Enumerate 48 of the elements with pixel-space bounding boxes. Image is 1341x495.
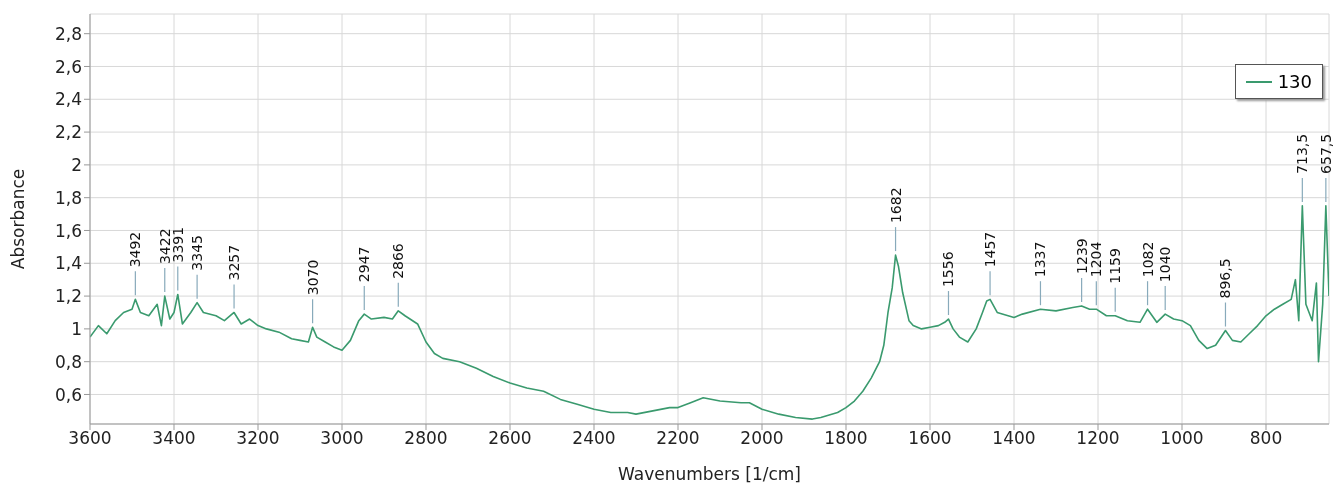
x-tick-label: 2200 <box>656 428 700 449</box>
annotation: 3492 <box>127 231 144 268</box>
annotation: 1204 <box>1088 241 1105 278</box>
annotation: 1159 <box>1107 248 1124 284</box>
annotation: 1337 <box>1032 241 1049 278</box>
y-tick-label: 2,6 <box>54 56 82 77</box>
x-tick-label: 1600 <box>908 428 952 449</box>
annotation: 3070 <box>304 259 321 296</box>
y-tick-label: 1 <box>71 318 82 339</box>
x-tick-label: 800 <box>1249 428 1283 449</box>
x-tick-label: 1400 <box>992 428 1036 449</box>
x-tick-label: 3200 <box>236 428 280 449</box>
y-tick-label: 1,4 <box>54 253 82 274</box>
annotation: 1457 <box>982 231 999 268</box>
x-tick-label: 2600 <box>488 428 532 449</box>
y-tick-label: 1,6 <box>54 220 82 241</box>
x-tick-label: 1800 <box>824 428 868 449</box>
y-tick-label: 0,6 <box>54 384 82 405</box>
annotation: 2866 <box>390 243 407 279</box>
x-tick-label: 2000 <box>740 428 784 449</box>
annotation: 1239 <box>1073 238 1090 274</box>
x-tick-label: 2400 <box>572 428 616 449</box>
annotation: 1040 <box>1157 246 1174 283</box>
annotation: 1556 <box>940 251 957 288</box>
y-axis-title: Absorbance <box>8 168 29 270</box>
x-tick-label: 1000 <box>1160 428 1204 449</box>
x-tick-label: 1200 <box>1076 428 1120 449</box>
annotation: 3345 <box>189 235 206 271</box>
annotation: 3257 <box>226 244 243 281</box>
annotation: 2947 <box>356 246 373 283</box>
annotation: 896,5 <box>1217 258 1234 299</box>
y-tick-label: 1,8 <box>54 187 82 208</box>
legend-label: 130 <box>1277 71 1312 92</box>
y-tick-label: 1,2 <box>54 286 82 307</box>
x-tick-label: 3000 <box>320 428 364 449</box>
annotation: 1082 <box>1139 241 1156 278</box>
y-tick-label: 0,8 <box>54 351 82 372</box>
x-tick-label: 2800 <box>404 428 448 449</box>
y-tick-label: 2,8 <box>54 23 82 44</box>
x-tick-label: 3600 <box>68 428 112 449</box>
annotation: 1682 <box>887 187 904 224</box>
annotation: 657,5 <box>1317 133 1334 174</box>
y-tick-label: 2 <box>71 154 82 175</box>
x-axis-title: Wavenumbers [1/cm] <box>618 464 801 484</box>
annotation: 713,5 <box>1294 133 1311 174</box>
y-tick-label: 2,4 <box>54 89 82 110</box>
y-tick-label: 2,2 <box>54 122 82 143</box>
x-tick-label: 3400 <box>152 428 196 449</box>
